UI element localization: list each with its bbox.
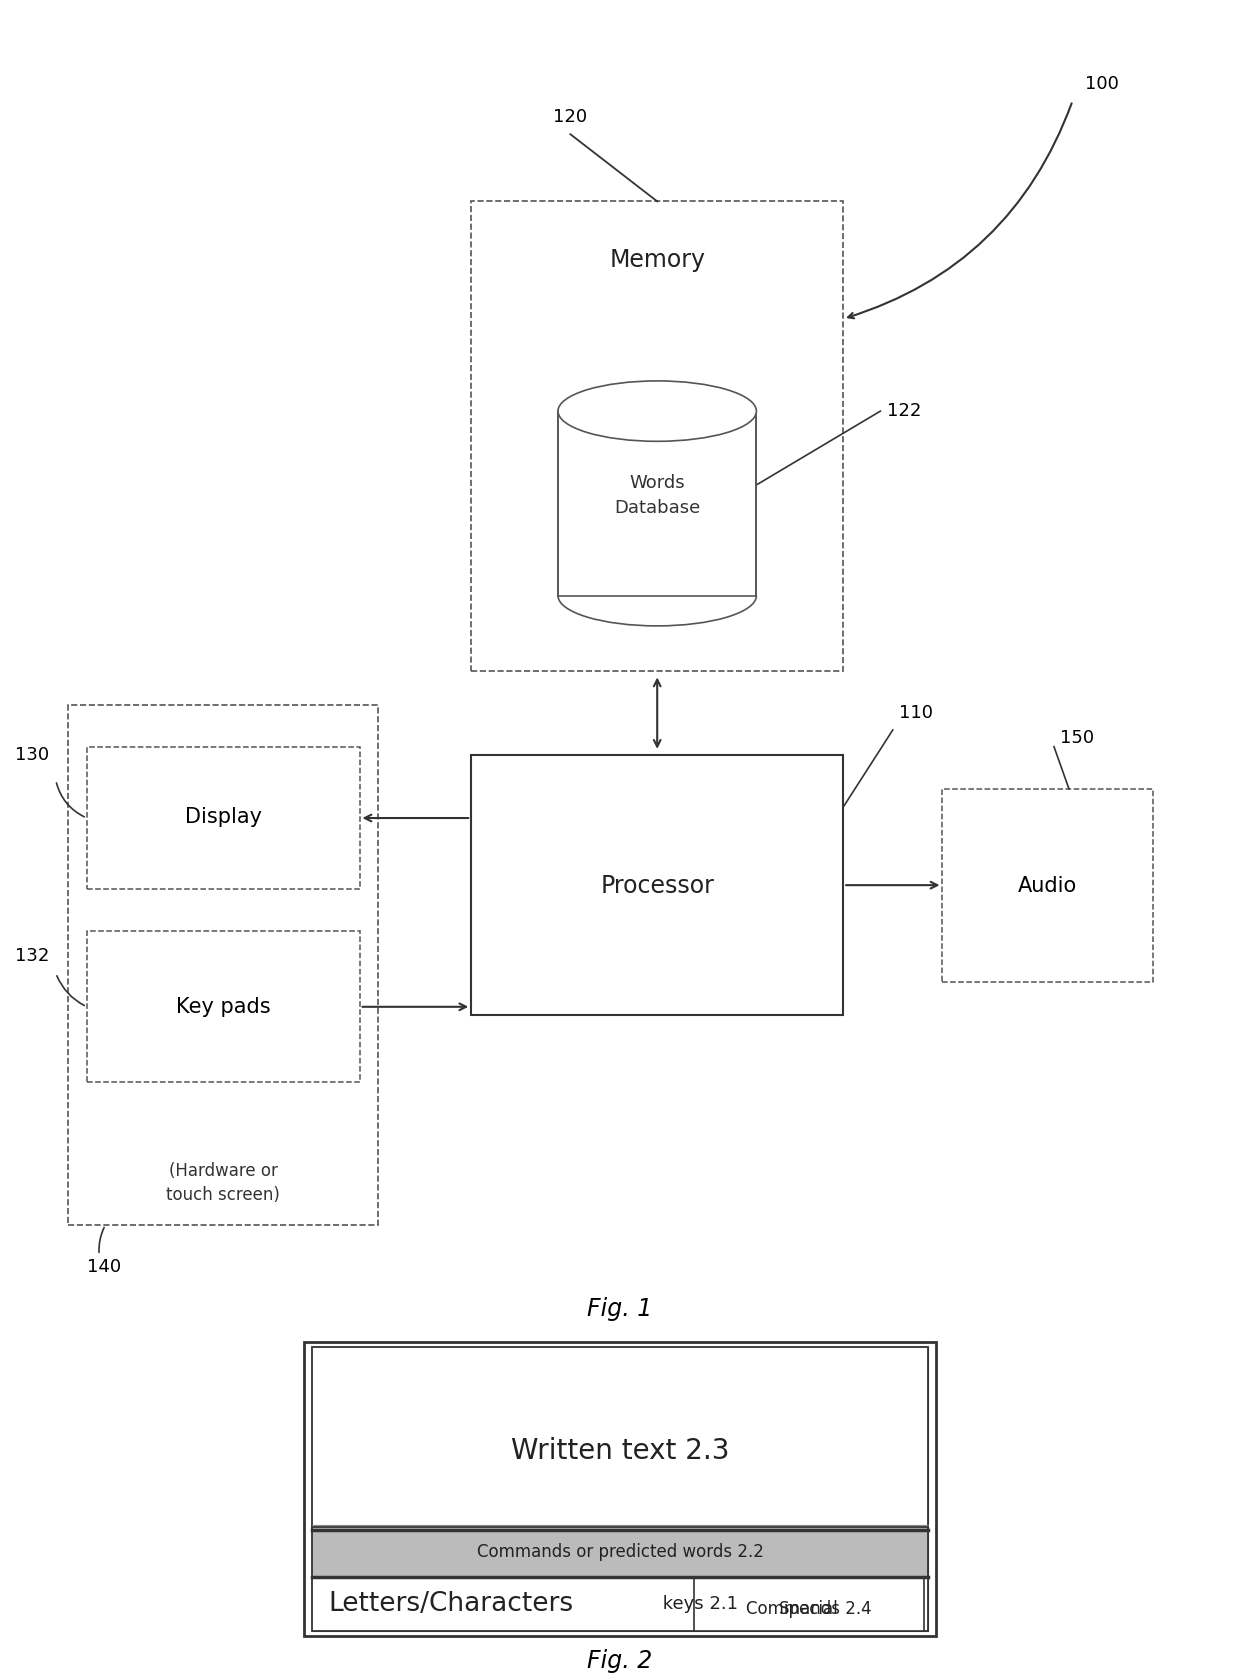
Bar bbox=[304, 1342, 936, 1636]
Text: 140: 140 bbox=[87, 1258, 122, 1275]
Text: Words
Database: Words Database bbox=[614, 473, 701, 517]
Bar bbox=[694, 1577, 924, 1631]
Bar bbox=[471, 201, 843, 671]
Text: Letters/Characters: Letters/Characters bbox=[329, 1591, 574, 1618]
Text: 130: 130 bbox=[15, 747, 50, 763]
Text: 100: 100 bbox=[1085, 76, 1118, 92]
Text: Fig. 2: Fig. 2 bbox=[588, 1649, 652, 1673]
Text: 122: 122 bbox=[887, 403, 921, 420]
Text: Commands or predicted words 2.2: Commands or predicted words 2.2 bbox=[476, 1544, 764, 1561]
Text: keys 2.1: keys 2.1 bbox=[657, 1596, 738, 1613]
Ellipse shape bbox=[558, 381, 756, 441]
Text: Key pads: Key pads bbox=[176, 997, 270, 1017]
Bar bbox=[312, 1347, 928, 1631]
Bar bbox=[312, 1527, 928, 1577]
Text: Commands 2.4: Commands 2.4 bbox=[745, 1601, 872, 1618]
Bar bbox=[68, 705, 378, 1225]
Bar bbox=[558, 411, 756, 596]
Text: 110: 110 bbox=[899, 705, 932, 722]
Text: Special: Special bbox=[779, 1601, 838, 1618]
Text: 120: 120 bbox=[553, 107, 588, 126]
Text: Memory: Memory bbox=[609, 248, 706, 272]
Text: Display: Display bbox=[185, 807, 262, 827]
Text: 132: 132 bbox=[15, 948, 50, 965]
Bar bbox=[312, 1347, 928, 1530]
Bar bbox=[87, 931, 360, 1082]
Text: Processor: Processor bbox=[600, 874, 714, 898]
Bar bbox=[471, 755, 843, 1015]
Text: Written text 2.3: Written text 2.3 bbox=[511, 1438, 729, 1465]
Text: 150: 150 bbox=[1060, 730, 1095, 747]
Text: Audio: Audio bbox=[1018, 876, 1078, 896]
Text: (Hardware or
touch screen): (Hardware or touch screen) bbox=[166, 1163, 280, 1203]
Bar bbox=[312, 1577, 928, 1631]
Bar bbox=[87, 747, 360, 889]
Text: Fig. 1: Fig. 1 bbox=[588, 1297, 652, 1321]
Bar bbox=[942, 789, 1153, 982]
